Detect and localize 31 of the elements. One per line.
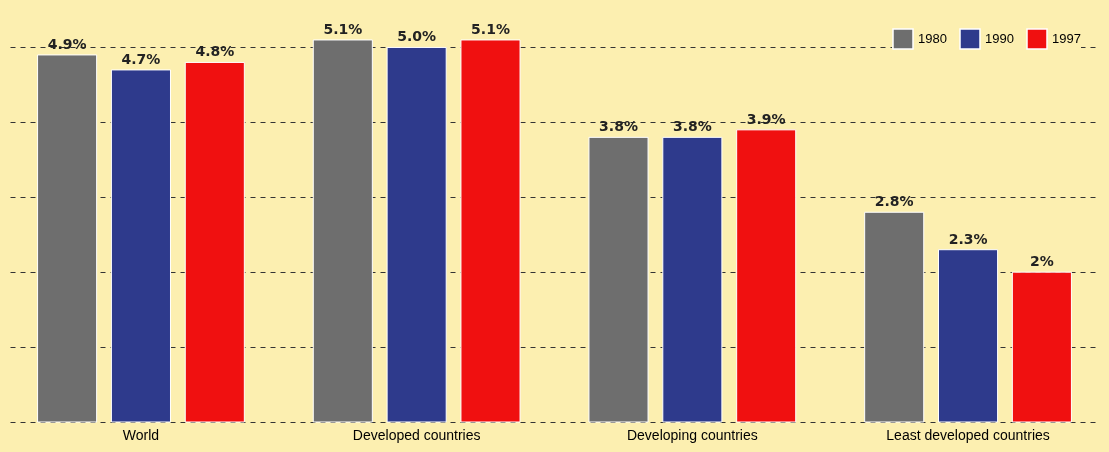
bar [312,39,373,423]
data-label: 5.1% [471,20,510,37]
bar [110,69,171,423]
bar [1011,271,1072,423]
legend-label: 1980 [918,31,947,46]
data-label: 4.7% [121,50,161,67]
x-tick-label: World [122,426,160,443]
data-label: 5.0% [397,28,437,45]
bar [588,136,649,423]
data-label: 3.9% [746,110,786,127]
data-label: 2.8% [874,193,914,210]
bar [736,129,797,423]
legend-label: 1997 [1052,31,1081,46]
bar [460,39,521,423]
bar [37,54,98,423]
legend-label: 1990 [985,31,1014,46]
data-label: 3.8% [672,118,712,135]
x-tick-label: Least developed countries [886,426,1050,443]
bar [864,211,925,423]
bar [938,249,999,423]
data-label: 2% [1030,253,1054,270]
bar [662,136,723,423]
data-label: 4.8% [195,43,235,60]
bar [386,46,447,423]
data-label: 5.1% [323,20,363,37]
x-tick-label: Developed countries [352,426,481,443]
data-label: 4.9% [47,35,87,52]
data-label: 2.3% [948,230,988,247]
bar [184,61,245,423]
x-tick-label: Developing countries [626,426,758,443]
data-label: 3.8% [599,118,638,135]
